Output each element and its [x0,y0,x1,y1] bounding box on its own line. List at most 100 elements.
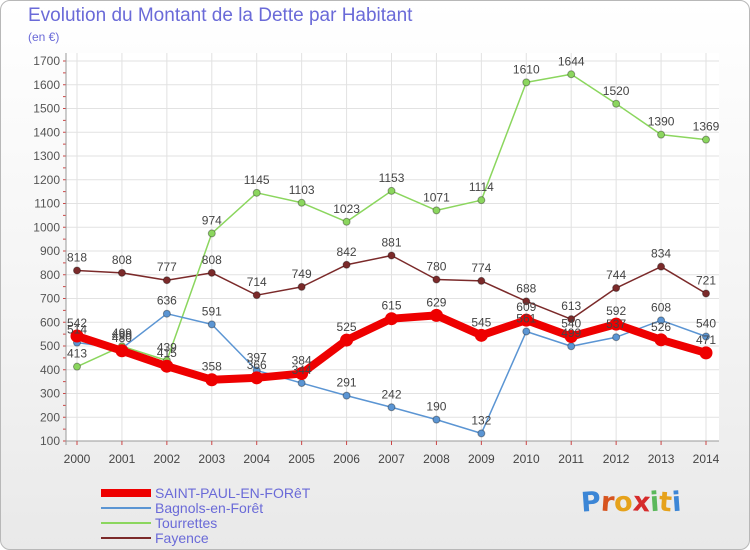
x-tick-label: 2004 [243,452,270,466]
data-point [297,379,306,388]
legend-swatch [101,489,151,497]
data-label: 780 [426,260,446,274]
legend-label: Fayence [155,530,209,546]
y-tick-label: 1200 [33,173,60,187]
data-point [699,346,713,360]
data-point [205,373,219,387]
data-label: 808 [112,253,132,267]
data-label: 480 [112,331,132,345]
data-point [387,186,396,195]
data-point [477,196,486,205]
y-tick-label: 1300 [33,149,60,163]
x-tick-label: 2006 [333,452,360,466]
data-label: 615 [381,299,401,313]
data-label: 439 [157,340,177,354]
data-label: 397 [247,350,267,364]
proxiti-logo: Proxiti [580,486,683,519]
data-point [477,276,486,285]
data-point [70,329,84,343]
legend-label: Bagnols-en-Forêt [155,500,264,516]
data-label: 613 [561,299,581,313]
data-point [474,328,488,342]
legend-item: SAINT-PAUL-EN-FORêT [101,485,401,501]
data-label: 415 [157,346,177,360]
data-label: 344 [292,363,312,377]
logo-letter: i [671,486,683,519]
plot-area [66,53,719,441]
x-tick-label: 2010 [513,452,540,466]
data-label: 291 [337,376,357,390]
x-tick-label: 2012 [603,452,630,466]
x-tick-label: 2009 [468,452,495,466]
data-label: 774 [471,261,491,275]
data-point [432,206,441,215]
data-label: 1153 [379,171,405,185]
data-label: 818 [67,250,87,264]
data-label: 545 [471,315,491,329]
y-tick-label: 700 [40,292,60,306]
data-point [207,320,216,329]
data-label: 242 [381,387,401,401]
y-tick-label: 600 [40,315,60,329]
legend-item: Bagnols-en-Forêt [101,500,401,516]
data-point [385,312,398,326]
data-label: 413 [67,347,87,361]
data-label: 1023 [333,202,360,216]
x-tick-label: 2000 [64,452,91,466]
data-label: 714 [247,275,267,289]
data-point [342,391,351,400]
logo-letter: o [613,486,634,519]
y-tick-label: 800 [40,268,60,282]
data-point [564,330,578,343]
y-tick-label: 100 [40,434,60,448]
data-label: 777 [157,260,177,274]
legend-swatch [101,507,151,509]
x-tick-label: 2008 [423,452,450,466]
data-label: 1610 [513,62,540,76]
data-point [252,188,261,197]
data-point [702,135,710,144]
legend-item: Tourrettes [101,515,401,531]
data-label: 1644 [558,54,585,68]
data-point [519,313,533,327]
y-tick-label: 1500 [33,102,60,116]
data-point [297,282,306,291]
data-label: 974 [202,213,222,227]
data-point [250,371,264,385]
data-point [342,217,351,226]
data-point [340,333,354,347]
data-label: 749 [292,267,312,281]
data-label: 609 [516,300,536,314]
data-label: 526 [651,320,671,334]
chart-title: Evolution du Montant de la Dette par Hab… [28,5,413,26]
x-tick-label: 2003 [198,452,225,466]
data-label: 540 [561,317,581,331]
data-point [162,276,171,285]
data-label: 636 [157,294,177,308]
x-tick-label: 2011 [558,452,584,466]
data-label: 721 [696,274,716,288]
data-label: 608 [651,300,671,314]
data-point [477,429,486,438]
y-tick-label: 400 [40,363,60,377]
data-label: 834 [651,247,671,261]
x-tick-label: 2014 [693,452,720,466]
data-point [612,99,621,108]
data-label: 744 [606,268,626,282]
data-label: 629 [426,295,446,309]
data-point [387,403,396,412]
data-point [567,70,576,79]
data-point [522,78,531,87]
data-point [522,297,531,306]
data-point [657,262,666,271]
data-point [702,289,710,298]
data-point [117,268,126,277]
data-point [654,333,668,347]
y-tick-label: 300 [40,387,60,401]
y-tick-label: 200 [40,410,60,424]
legend-swatch [101,537,151,539]
data-label: 808 [202,253,222,267]
data-label: 1369 [693,120,720,134]
